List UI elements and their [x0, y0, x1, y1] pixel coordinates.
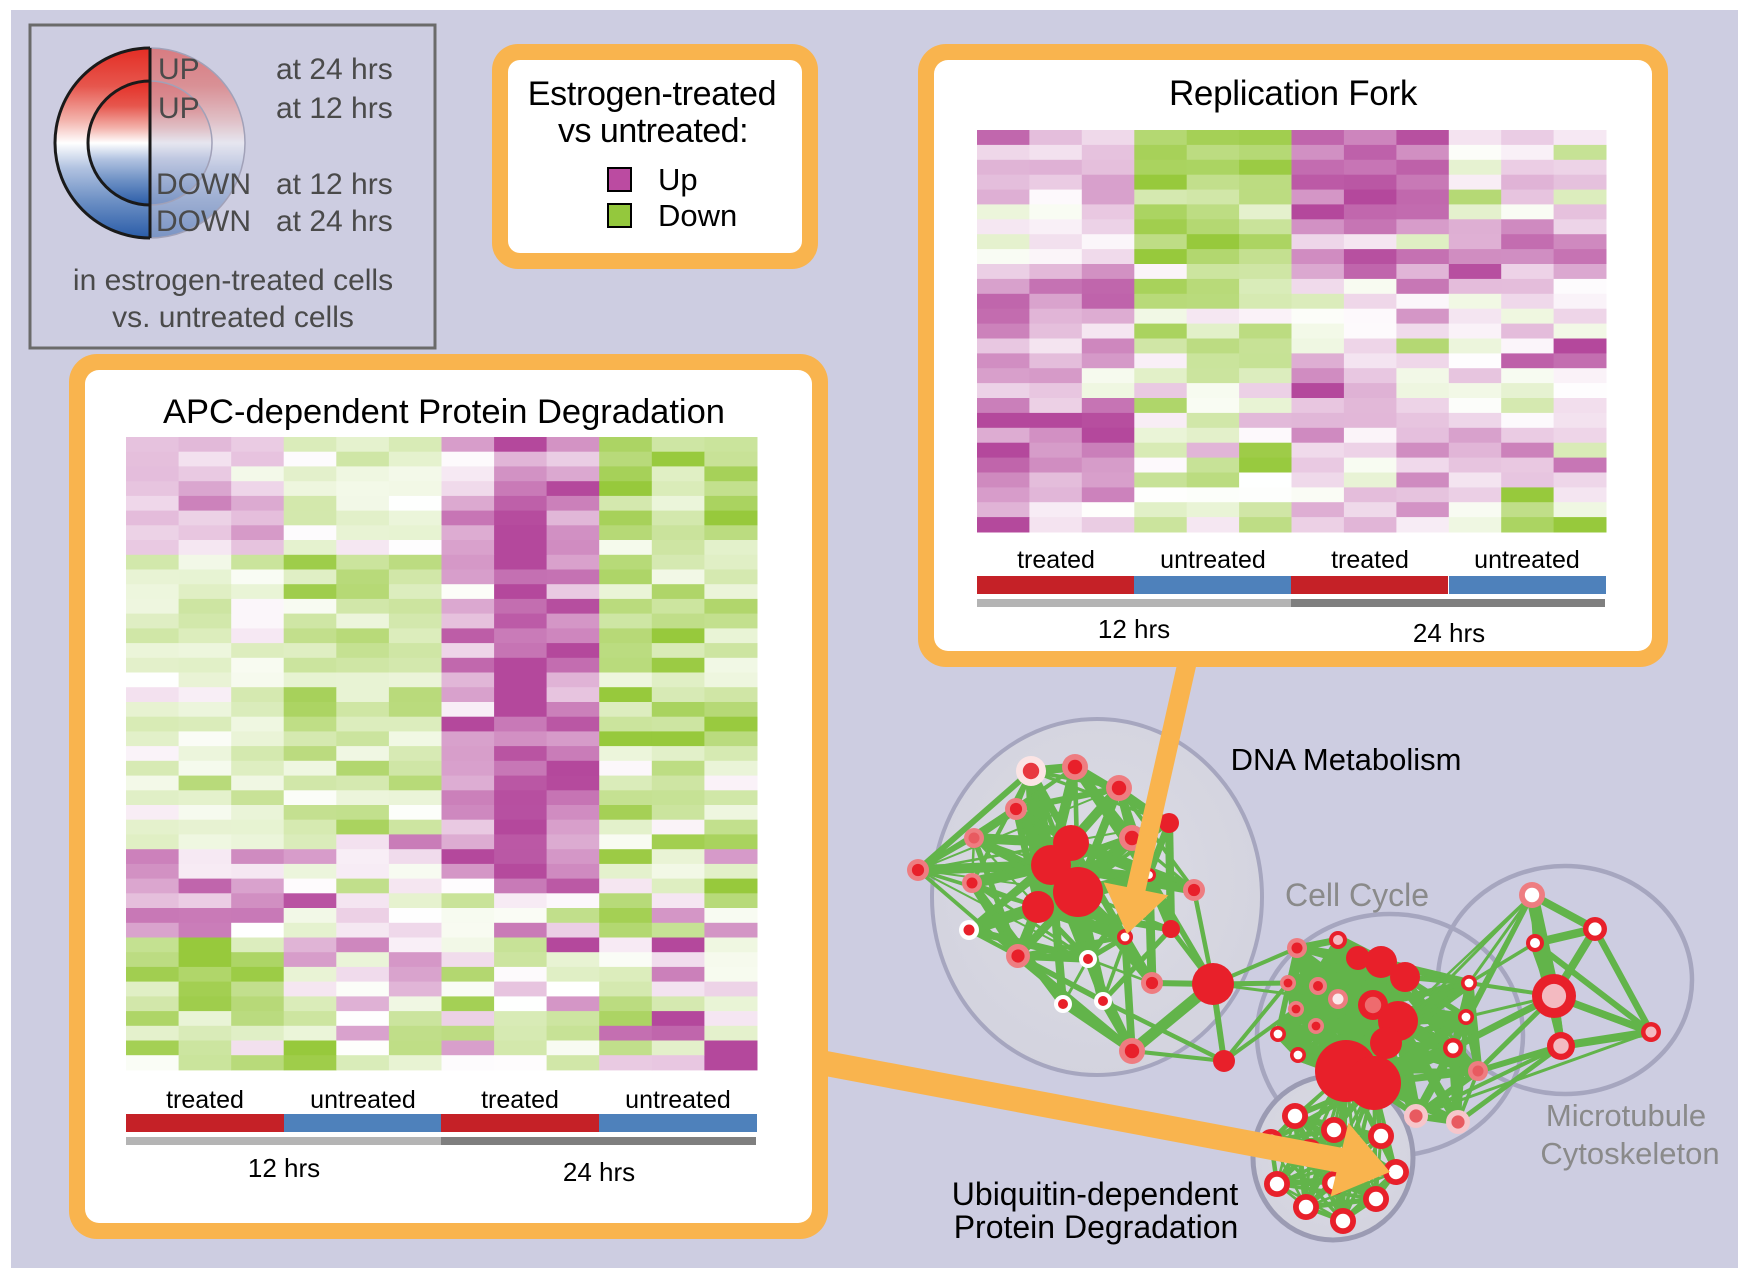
svg-text:vs. untreated cells: vs. untreated cells [112, 301, 354, 334]
svg-text:Ubiquitin-dependent: Ubiquitin-dependent [952, 1176, 1239, 1212]
svg-text:untreated: untreated [625, 1086, 731, 1114]
svg-text:UP: UP [158, 53, 200, 86]
svg-text:DNA Metabolism: DNA Metabolism [1231, 742, 1462, 777]
svg-text:treated: treated [1017, 546, 1095, 574]
svg-text:24 hrs: 24 hrs [563, 1157, 635, 1187]
svg-text:untreated: untreated [310, 1086, 416, 1114]
svg-text:treated: treated [1331, 546, 1409, 574]
svg-text:Up: Up [658, 162, 698, 197]
svg-text:at 24 hrs: at 24 hrs [276, 53, 393, 86]
svg-text:UP: UP [158, 92, 200, 125]
svg-text:12 hrs: 12 hrs [248, 1153, 320, 1183]
svg-text:untreated: untreated [1160, 546, 1266, 574]
svg-text:Protein Degradation: Protein Degradation [954, 1209, 1239, 1245]
svg-text:24 hrs: 24 hrs [1413, 618, 1485, 648]
svg-text:Cell Cycle: Cell Cycle [1285, 877, 1429, 913]
svg-text:untreated: untreated [1474, 546, 1580, 574]
svg-text:Replication Fork: Replication Fork [1169, 74, 1418, 113]
svg-text:in estrogen-treated cells: in estrogen-treated cells [73, 264, 393, 297]
svg-text:12 hrs: 12 hrs [1098, 614, 1170, 644]
svg-text:Estrogen-treated: Estrogen-treated [528, 75, 776, 113]
svg-text:at 12 hrs: at 12 hrs [276, 92, 393, 125]
svg-text:treated: treated [166, 1086, 244, 1114]
svg-text:APC-dependent Protein Degradat: APC-dependent Protein Degradation [163, 393, 725, 431]
svg-text:Microtubule: Microtubule [1546, 1098, 1706, 1133]
svg-text:at 12 hrs: at 12 hrs [276, 168, 393, 201]
svg-text:Cytoskeleton: Cytoskeleton [1540, 1136, 1719, 1171]
svg-text:DOWN: DOWN [156, 205, 251, 238]
svg-text:DOWN: DOWN [156, 168, 251, 201]
svg-text:at 24 hrs: at 24 hrs [276, 205, 393, 238]
svg-text:treated: treated [481, 1086, 559, 1114]
svg-text:Down: Down [658, 198, 737, 233]
svg-text:vs untreated:: vs untreated: [558, 112, 748, 150]
